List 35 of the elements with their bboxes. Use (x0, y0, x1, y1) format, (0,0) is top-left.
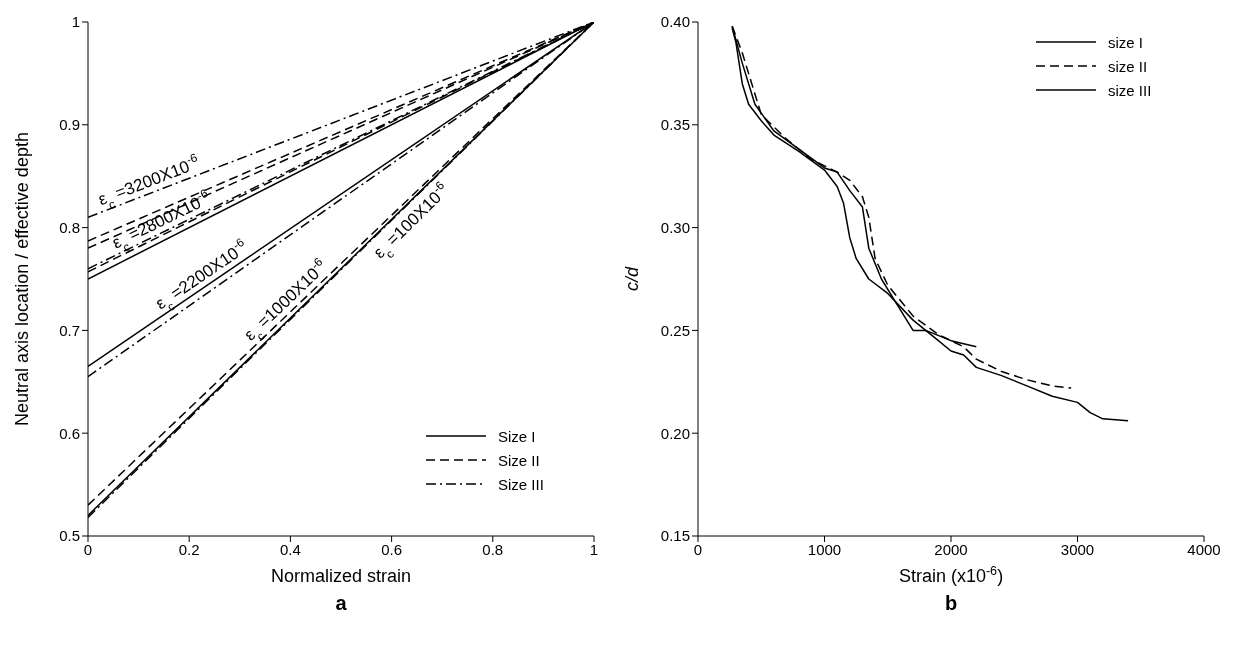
y-tick-label: 0.35 (660, 116, 690, 134)
x-tick-label: 2000 (934, 540, 968, 558)
legend-label: size II (1108, 57, 1148, 75)
y-axis-title: c/d (622, 266, 642, 292)
y-tick-label: 0.7 (59, 321, 80, 339)
text: a (334, 592, 348, 615)
y-tick-label: 0.40 (660, 13, 690, 31)
y-tick-label: 0.25 (660, 321, 690, 339)
x-tick-label: 0 (83, 540, 93, 558)
legend-label: size I (1108, 33, 1144, 51)
y-tick-label: 0.8 (59, 218, 80, 236)
y-axis-title: Neutral axis location / effective depth (12, 132, 32, 426)
x-tick-label: 0.2 (178, 540, 200, 558)
y-tick-label: 0.20 (660, 424, 690, 442)
x-tick-label: 0.8 (482, 540, 504, 558)
x-tick-label: 0.6 (381, 540, 403, 558)
x-axis-title: Normalized strain (270, 566, 412, 586)
y-tick-label: 0.5 (59, 527, 80, 545)
x-tick-label: 1 (589, 540, 599, 558)
y-tick-label: 0.9 (59, 116, 80, 134)
legend-label: size III (1108, 81, 1152, 99)
x-axis-title: Strain (x10$^{-6}$) (898, 564, 1004, 586)
x-tick-label: 1000 (807, 540, 842, 558)
text: b (943, 592, 959, 615)
legend-label: Size I (498, 427, 536, 445)
y-tick-label: 0.6 (59, 424, 80, 442)
x-tick-label: 0 (693, 540, 703, 558)
x-tick-label: 4000 (1187, 540, 1221, 558)
y-tick-label: 0.15 (660, 527, 690, 545)
x-tick-label: 0.4 (279, 540, 301, 558)
legend-label: Size III (498, 475, 544, 493)
y-tick-label: 0.30 (660, 218, 690, 236)
legend-label: Size II (498, 451, 540, 469)
x-tick-label: 3000 (1060, 540, 1095, 558)
y-tick-label: 1 (71, 13, 80, 31)
